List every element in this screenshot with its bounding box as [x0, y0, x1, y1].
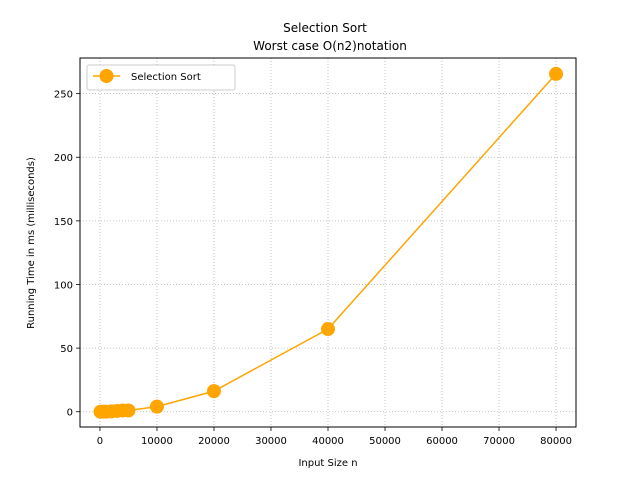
y-tick-label: 50	[60, 344, 73, 355]
legend-label: Selection Sort	[131, 72, 201, 83]
data-point	[321, 322, 335, 337]
y-tick-label: 100	[54, 280, 73, 291]
x-tick-label: 30000	[255, 436, 287, 447]
y-axis-label: Running Time in ms (milliseconds)	[26, 157, 37, 329]
x-tick-label: 20000	[198, 436, 230, 447]
y-tick-label: 250	[54, 90, 73, 101]
y-tick-label: 150	[54, 217, 73, 228]
plot-frame	[79, 57, 577, 428]
data-point	[121, 403, 136, 418]
x-tick-label: 10000	[141, 436, 173, 447]
chart-title: Selection Sort	[283, 21, 367, 35]
legend-box	[86, 64, 236, 91]
x-tick-label: 0	[97, 436, 103, 447]
data-point	[206, 384, 221, 399]
data-point	[149, 399, 164, 414]
x-tick-label: 40000	[312, 436, 344, 447]
x-tick-label: 60000	[426, 436, 458, 447]
y-tick-label: 200	[54, 153, 73, 164]
data-point	[549, 66, 564, 81]
chart-subtitle: Worst case O(n2)notation	[253, 39, 407, 53]
legend-swatch-marker	[99, 69, 114, 83]
x-axis-label: Input Size n	[298, 458, 357, 469]
data-series	[93, 66, 564, 419]
y-tick-label: 0	[67, 408, 73, 419]
axis-ticks: 0 10000 20000 30000 40000 50000 60000 70000 8000…	[54, 90, 572, 447]
x-tick-label: 80000	[540, 436, 572, 447]
x-tick-label: 70000	[483, 436, 515, 447]
x-tick-label: 50000	[369, 436, 401, 447]
legend: Selection Sort	[86, 64, 236, 91]
